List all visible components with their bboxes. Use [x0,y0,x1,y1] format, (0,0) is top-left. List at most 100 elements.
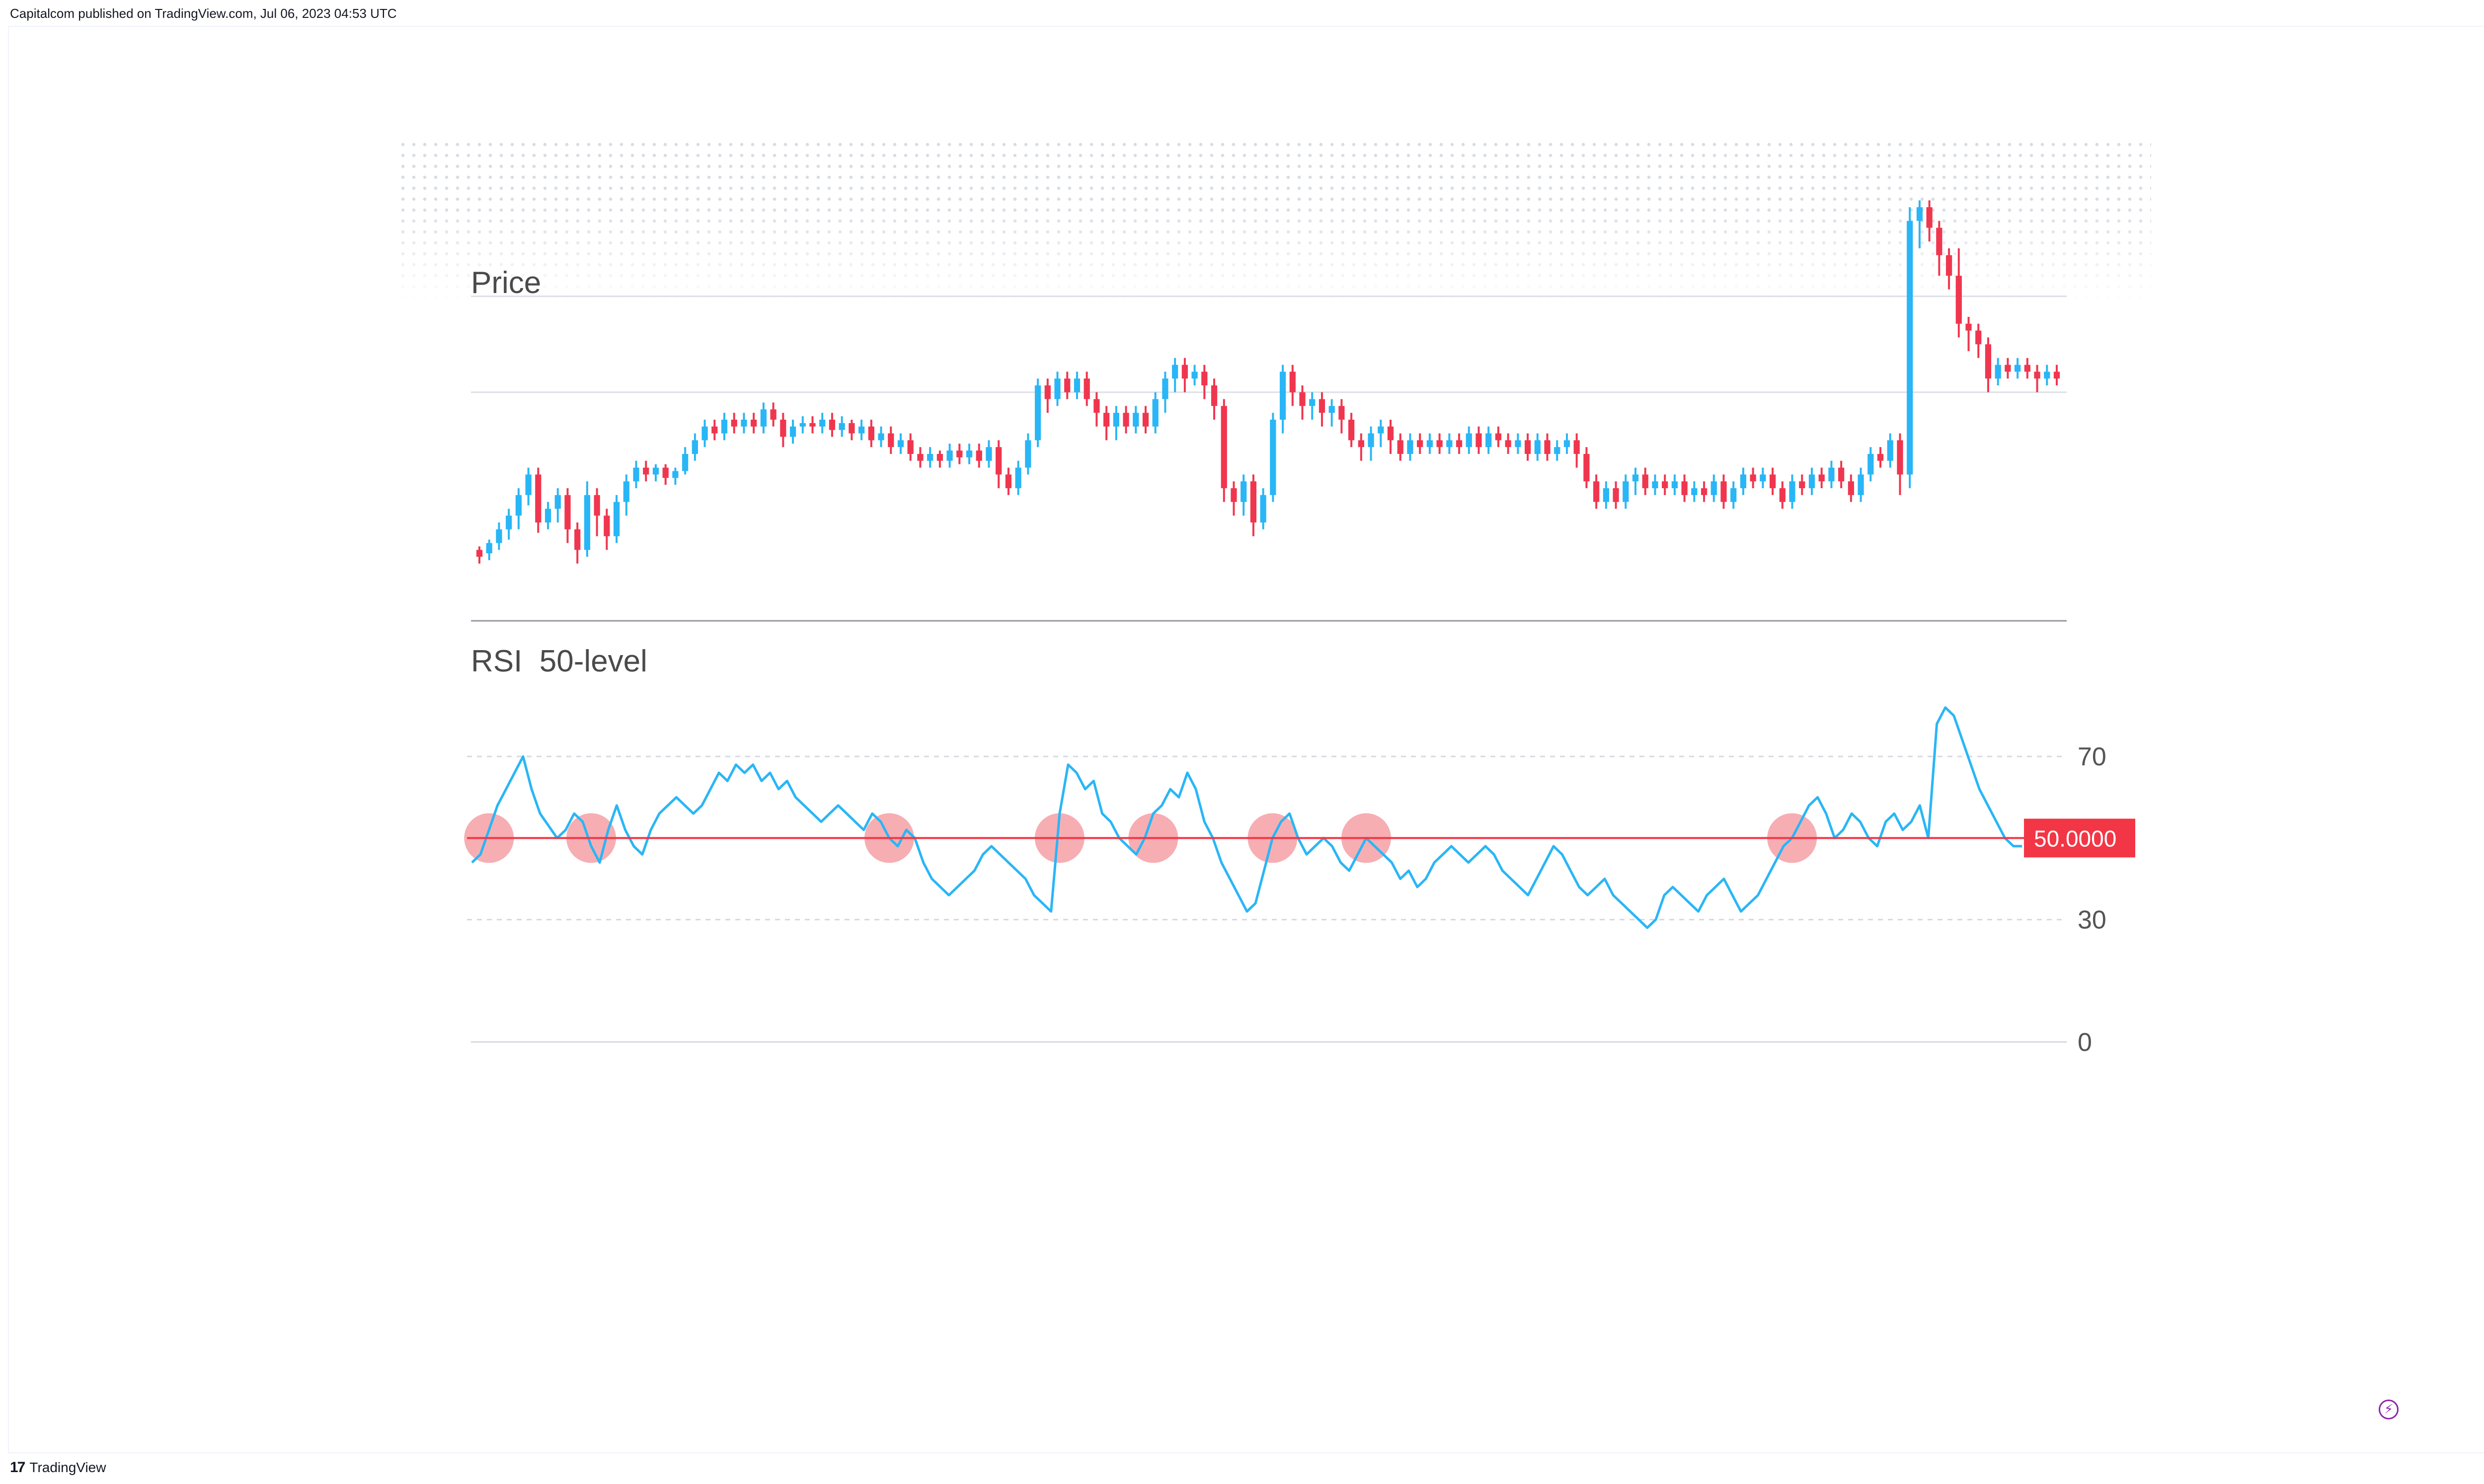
candle-body [1348,420,1355,441]
rsi-line [471,706,2022,929]
candle-33 [799,416,806,434]
candle-body [1241,481,1247,502]
candle-body [1955,276,1962,324]
candle-44 [907,433,914,461]
candle-127 [1720,474,1727,509]
candle-body [956,450,963,457]
candle-body [946,450,953,461]
candle-body [2034,371,2040,379]
candle-body [1799,481,1805,488]
price-pane-title: Price [471,266,541,300]
candle-body [770,409,776,420]
candle-body [1495,433,1502,441]
candle-64 [1103,406,1110,441]
candle-54 [1005,467,1012,495]
candle-body [672,471,679,478]
candle-body [1750,474,1756,482]
candle-156 [2005,358,2011,379]
candle-120 [1652,474,1658,495]
candle-body [1965,323,1972,331]
candle-body [1368,433,1374,447]
candle-body [613,502,620,536]
candle-body [839,423,845,430]
candle-157 [2015,358,2021,379]
candle-48 [946,444,953,468]
candle-154 [1985,337,1992,392]
candle-body [897,440,904,447]
candle-body [1985,344,1992,379]
rsi-tick-70: 70 [2078,742,2106,771]
candle-27 [741,413,747,434]
candle-body [711,426,718,434]
candlestick-series [476,200,2060,564]
candle-body [1466,433,1472,447]
candle-body [1113,413,1119,427]
candle-body [1279,371,1286,420]
candle-133 [1779,481,1785,509]
candle-22 [692,433,698,461]
candle-body [1945,255,1952,276]
rsi-tick-30: 30 [2078,906,2106,935]
candle-101 [1466,426,1472,454]
candle-body [515,495,522,516]
candle-41 [878,426,884,447]
rsi-tick-labels: 70 30 0 [2078,742,2106,1057]
candle-body [506,516,512,529]
candle-143 [1877,447,1884,468]
candle-78 [1241,474,1247,516]
candle-31 [780,413,786,447]
candle-70 [1162,371,1168,413]
candle-body [799,423,806,427]
candle-body [2005,365,2011,372]
candle-57 [1034,378,1041,447]
candle-111 [1563,433,1570,454]
candle-body [1789,481,1795,502]
candle-body [1034,385,1041,441]
candle-body [1152,399,1159,427]
candle-body [525,474,532,495]
candle-112 [1573,433,1580,468]
candle-35 [819,413,826,434]
candle-84 [1299,385,1306,420]
candle-56 [1025,433,1031,475]
candle-body [1563,440,1570,447]
lightning-bolt-icon[interactable]: ⚡ [2379,1400,2399,1419]
candle-94 [1397,433,1403,461]
candle-155 [1995,358,2001,385]
candle-51 [976,444,982,468]
candle-69 [1152,392,1159,434]
candle-body [1779,488,1785,502]
candle-82 [1279,365,1286,434]
candle-body [1025,440,1031,468]
candle-150 [1945,248,1952,290]
candle-96 [1417,433,1423,454]
candle-body [1358,440,1364,447]
candle-body [1456,440,1463,447]
candle-body [1417,440,1423,447]
candle-body [652,467,659,475]
candle-body [731,420,737,427]
candle-151 [1955,248,1962,338]
candle-161 [2053,365,2060,385]
candle-body [1671,481,1678,488]
candle-20 [672,467,679,485]
candle-body [604,516,610,536]
tradingview-brand[interactable]: 17 TradingView [10,1459,106,1476]
tradingview-brand-name: TradingView [29,1460,106,1475]
candle-body [496,529,502,543]
candle-117 [1623,474,1629,509]
candle-body [1005,474,1012,488]
candle-9 [564,488,571,543]
candle-105 [1505,433,1511,454]
candle-body [1133,413,1139,427]
candle-68 [1142,406,1149,434]
candle-17 [643,460,649,482]
candle-67 [1133,406,1139,434]
candle-body [1603,488,1609,502]
candle-116 [1613,481,1619,509]
candle-152 [1965,317,1972,351]
candle-body [2015,365,2021,372]
candle-1 [486,539,492,560]
candle-body [1260,495,1266,522]
candle-body [1613,488,1619,502]
